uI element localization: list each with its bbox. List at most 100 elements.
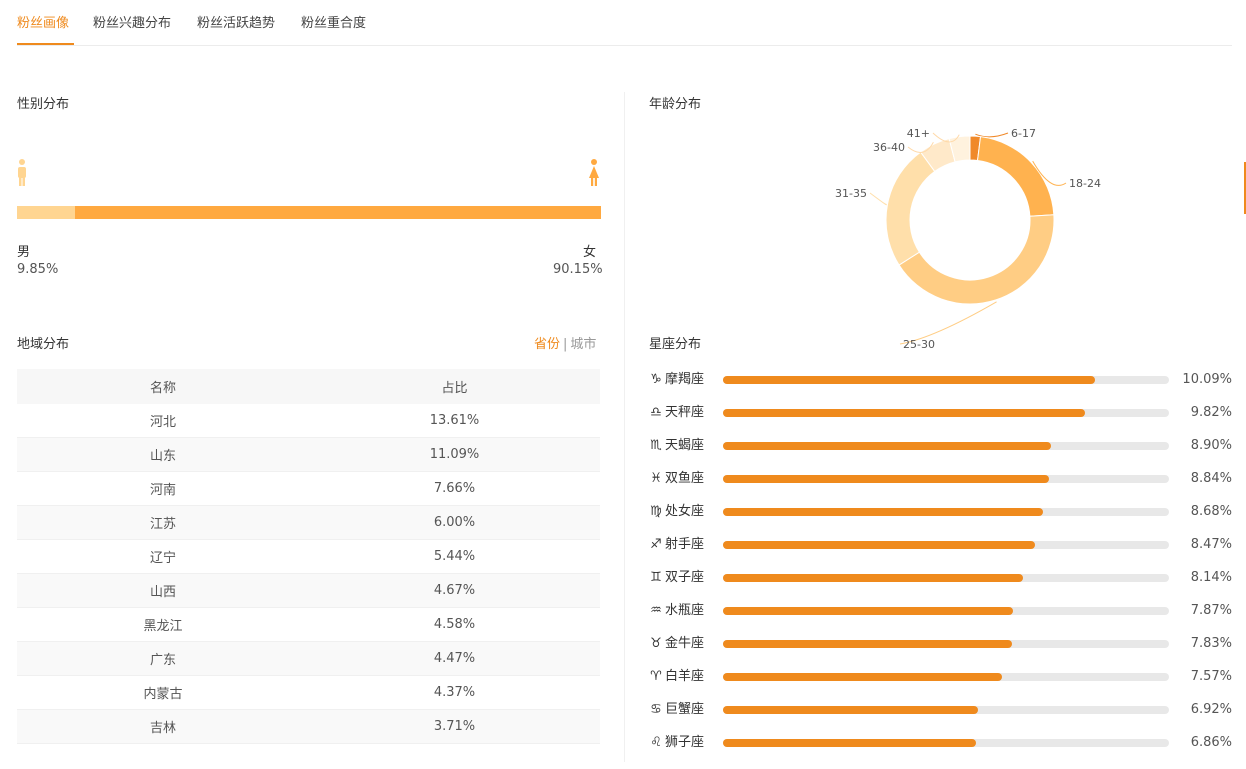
zodiac-bar-fill	[723, 541, 1036, 549]
column-divider	[624, 92, 625, 762]
taurus-icon: ♉	[650, 636, 662, 651]
region-share: 7.66%	[433, 481, 476, 496]
zodiac-bar-track	[723, 541, 1169, 549]
age-label-6-17: 6-17	[1011, 127, 1036, 140]
age-leader-line	[1032, 160, 1067, 186]
age-donut-chart: 6-17 18-24 25-30 31-35 36-40 41+	[820, 120, 1120, 360]
tab-fan-portrait[interactable]: 粉丝画像	[17, 16, 70, 31]
region-name: 江苏	[149, 517, 176, 532]
zodiac-bar-fill	[723, 607, 1014, 615]
region-share: 11.09%	[429, 447, 480, 462]
table-row: 广东 4.47%	[17, 642, 600, 676]
zodiac-section-title: 星座分布	[649, 337, 702, 352]
zodiac-row: ♒ 水瓶座 7.87%	[649, 602, 1232, 622]
zodiac-bar-fill	[723, 574, 1024, 582]
region-name: 河南	[149, 483, 176, 498]
zodiac-bar-track	[723, 607, 1169, 615]
region-share: 4.58%	[433, 617, 476, 632]
zodiac-pct: 8.14%	[1190, 570, 1232, 585]
table-row: 山东 11.09%	[17, 438, 600, 472]
zodiac-bar-track	[723, 475, 1169, 483]
zodiac-pct: 9.82%	[1190, 405, 1232, 420]
zodiac-name: 白羊座	[665, 669, 705, 684]
zodiac-pct: 6.86%	[1190, 735, 1232, 750]
age-label-31-35: 31-35	[835, 187, 867, 200]
zodiac-row: ♏ 天蝎座 8.90%	[649, 437, 1232, 457]
region-name: 内蒙古	[143, 687, 183, 702]
libra-icon: ♎	[650, 405, 662, 420]
age-section-title: 年龄分布	[649, 97, 702, 112]
zodiac-pct: 8.68%	[1190, 504, 1232, 519]
zodiac-name: 处女座	[665, 504, 705, 519]
tab-fan-interest[interactable]: 粉丝兴趣分布	[93, 16, 172, 31]
zodiac-bar-track	[723, 739, 1169, 747]
tab-bar: 粉丝画像 粉丝兴趣分布 粉丝活跃趋势 粉丝重合度	[17, 0, 1232, 46]
zodiac-row: ♋ 巨蟹座 6.92%	[649, 701, 1232, 721]
zodiac-row: ♍ 处女座 8.68%	[649, 503, 1232, 523]
zodiac-row: ♐ 射手座 8.47%	[649, 536, 1232, 556]
city-toggle[interactable]: 城市	[570, 337, 597, 352]
male-label: 男	[17, 245, 31, 260]
female-person-icon	[589, 159, 599, 186]
scrollbar-thumb[interactable]	[1244, 162, 1246, 214]
region-share: 3.71%	[433, 719, 476, 734]
region-share: 5.44%	[433, 549, 476, 564]
zodiac-bar-fill	[723, 673, 1003, 681]
table-row: 辽宁 5.44%	[17, 540, 600, 574]
table-row: 山西 4.67%	[17, 574, 600, 608]
active-tab-indicator	[17, 43, 74, 45]
age-slice-25-30[interactable]	[898, 214, 1055, 305]
tab-fan-overlap[interactable]: 粉丝重合度	[301, 16, 367, 31]
sagittarius-icon: ♐	[650, 537, 662, 552]
tab-fan-activity[interactable]: 粉丝活跃趋势	[197, 16, 276, 31]
age-leader-line	[975, 132, 1009, 138]
region-name: 辽宁	[149, 551, 176, 566]
leo-icon: ♌	[650, 735, 662, 750]
zodiac-pct: 10.09%	[1182, 372, 1232, 387]
table-row: 吉林 3.71%	[17, 710, 600, 744]
zodiac-bar-fill	[723, 376, 1095, 384]
age-slice-41+[interactable]	[948, 135, 971, 163]
zodiac-bar-fill	[723, 409, 1085, 417]
age-slice-31-35[interactable]	[885, 151, 936, 266]
table-header: 名称 占比	[17, 369, 600, 404]
male-percentage: 9.85%	[17, 262, 59, 277]
gender-ratio-bar	[17, 206, 601, 219]
column-header-share: 占比	[441, 381, 468, 396]
zodiac-bar-fill	[723, 475, 1049, 483]
province-toggle[interactable]: 省份	[534, 337, 561, 352]
zodiac-row: ♑ 摩羯座 10.09%	[649, 371, 1232, 391]
column-header-name: 名称	[149, 381, 176, 396]
region-share: 4.47%	[433, 651, 476, 666]
age-slice-18-24[interactable]	[976, 136, 1055, 217]
zodiac-pct: 8.47%	[1190, 537, 1232, 552]
region-name: 广东	[149, 653, 176, 668]
region-section-title: 地域分布	[17, 337, 70, 352]
zodiac-name: 水瓶座	[665, 603, 705, 618]
zodiac-bar-track	[723, 409, 1169, 417]
table-row: 江苏 6.00%	[17, 506, 600, 540]
zodiac-bar-track	[723, 574, 1169, 582]
female-label: 女	[583, 245, 597, 260]
male-ratio-fill	[17, 206, 75, 219]
zodiac-name: 天秤座	[665, 405, 705, 420]
zodiac-name: 狮子座	[665, 735, 705, 750]
zodiac-bar-track	[723, 706, 1169, 714]
zodiac-row: ♎ 天秤座 9.82%	[649, 404, 1232, 424]
age-leader-line	[899, 301, 997, 345]
age-leader-line	[869, 192, 887, 206]
zodiac-bar-fill	[723, 739, 976, 747]
aquarius-icon: ♒	[650, 603, 662, 618]
zodiac-row: ♓ 双鱼座 8.84%	[649, 470, 1232, 490]
zodiac-bar-track	[723, 376, 1169, 384]
zodiac-bar-fill	[723, 640, 1012, 648]
pisces-icon: ♓	[650, 471, 662, 486]
age-label-41+: 41+	[907, 127, 930, 140]
zodiac-name: 巨蟹座	[665, 702, 705, 717]
zodiac-row: ♉ 金牛座 7.83%	[649, 635, 1232, 655]
male-person-icon	[18, 159, 26, 186]
zodiac-pct: 7.87%	[1190, 603, 1232, 618]
toggle-separator: |	[563, 337, 568, 352]
age-label-36-40: 36-40	[873, 141, 905, 154]
